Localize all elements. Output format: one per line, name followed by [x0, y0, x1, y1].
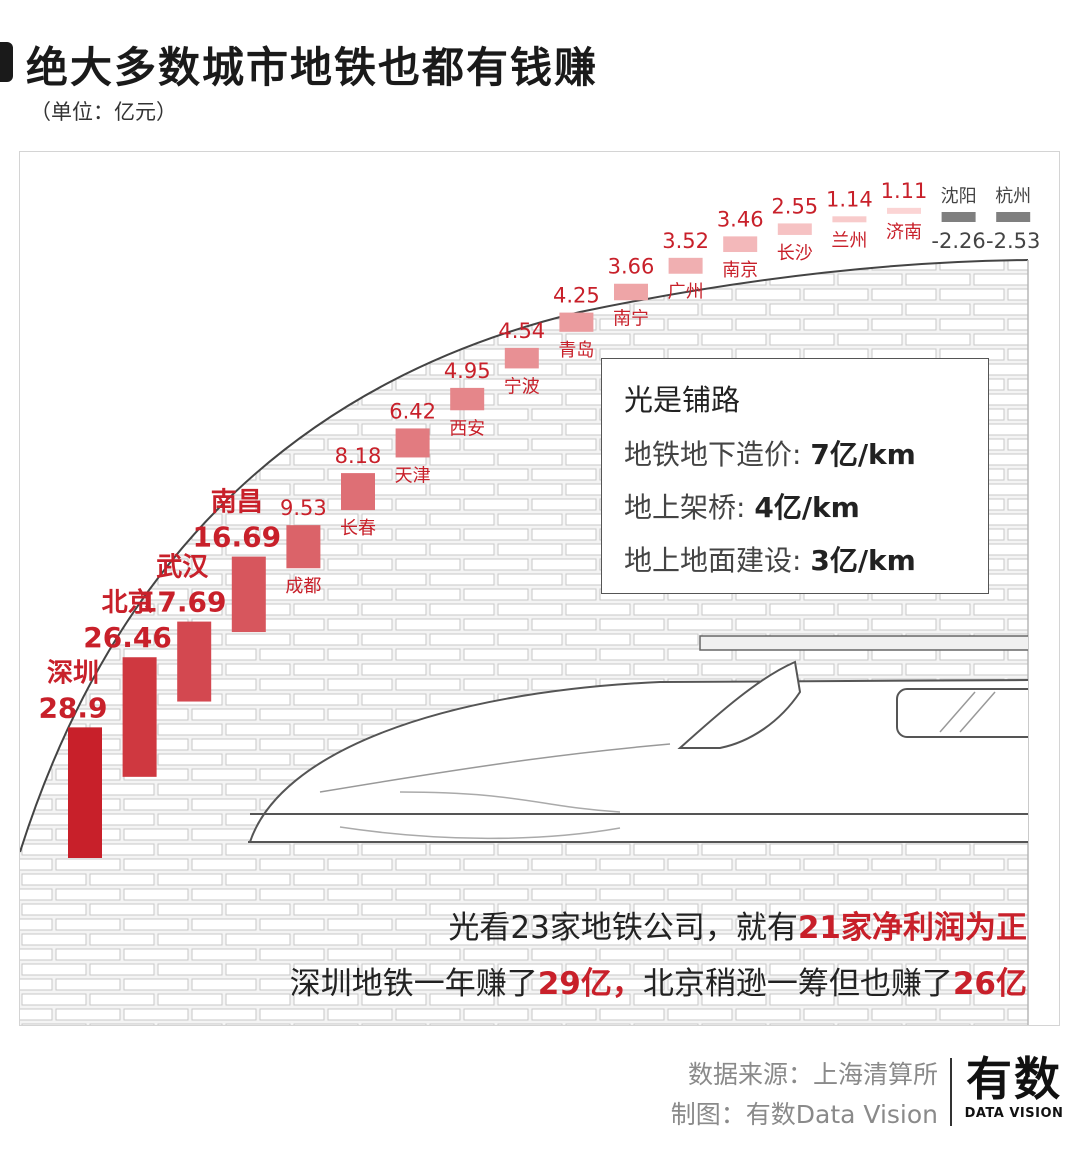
category-label: 成都: [285, 576, 321, 597]
category-label: 青岛: [558, 340, 594, 361]
chart-panel: 深圳 28.9 北京 26.46 武汉 17.69 南昌 16.69 9.53 成都 8.18 长春 6…: [19, 151, 1060, 1026]
bar-兰州: [832, 216, 867, 223]
value-label: 4.54: [498, 319, 545, 343]
category-label: 天津: [395, 465, 431, 486]
category-label: 沈阳: [941, 186, 977, 207]
bar-成都: [286, 525, 321, 569]
chart-credit: 制图：有数Data Vision: [670, 1100, 938, 1129]
category-label: 济南: [886, 222, 922, 243]
value-label: 16.69: [193, 521, 282, 554]
category-label: 杭州: [995, 186, 1031, 207]
info-row-elevated: 地上架桥: 4亿/km: [624, 491, 860, 524]
value-label: 4.95: [444, 359, 491, 383]
category-label: 北京: [102, 587, 154, 618]
bar-济南: [887, 207, 921, 214]
bar-广州: [668, 257, 703, 274]
bar-宁波: [504, 347, 539, 369]
bar-西安: [450, 387, 485, 411]
value-label: -2.26: [931, 229, 985, 253]
category-label: 深圳: [47, 658, 99, 688]
bar-南京: [723, 236, 758, 253]
bar-武汉: [177, 621, 212, 702]
data-source: 数据来源：上海清算所: [687, 1060, 938, 1089]
bar-长沙: [777, 223, 812, 235]
category-label: 南宁: [613, 308, 649, 329]
brand-divider: [950, 1058, 952, 1126]
value-label: 1.11: [881, 179, 928, 203]
value-label: 4.25: [553, 284, 600, 308]
bar-青岛: [559, 312, 594, 332]
brand-main: 有数: [966, 1052, 1062, 1106]
footer-credits: 数据来源：上海清算所 制图：有数Data Vision: [671, 1055, 938, 1135]
info-box-title: 光是铺路: [624, 383, 741, 417]
info-row-underground: 地铁地下造价: 7亿/km: [624, 438, 916, 471]
category-label: 武汉: [156, 553, 209, 583]
category-label: 长春: [340, 518, 376, 539]
value-label: 2.55: [771, 194, 818, 218]
bar-北京: [122, 657, 157, 777]
page-title: 绝大多数城市地铁也都有钱赚: [26, 43, 599, 92]
caption-line-1: 光看23家地铁公司，就有21家净利润为正: [448, 910, 1027, 946]
caption-line-2: 深圳地铁一年赚了29亿，北京稍逊一筹但也赚了26亿: [289, 966, 1027, 1002]
value-label: 1.14: [826, 187, 873, 211]
category-label: 兰州: [831, 230, 867, 251]
value-label: -2.53: [986, 229, 1040, 253]
value-label: 9.53: [280, 496, 327, 520]
bar-沈阳: [941, 212, 976, 222]
title-marker: [0, 42, 13, 82]
category-label: 长沙: [777, 243, 813, 264]
brand-logo: 有数 DATA VISION: [962, 1052, 1066, 1121]
value-label: 28.9: [38, 691, 107, 724]
value-label: 17.69: [138, 586, 227, 619]
cost-info-box: 光是铺路 地铁地下造价: 7亿/km 地上架桥: 4亿/km 地上地面建设: 3…: [601, 358, 989, 594]
bar-杭州: [996, 212, 1031, 222]
category-label: 西安: [449, 418, 485, 439]
category-label: 宁波: [504, 376, 540, 397]
category-label: 广州: [668, 282, 704, 303]
brand-sub: DATA VISION: [964, 1106, 1064, 1121]
category-label: 南昌: [211, 488, 263, 518]
value-label: 3.46: [717, 207, 764, 231]
bar-天津: [395, 428, 430, 458]
value-label: 3.66: [608, 255, 655, 279]
value-label: 3.52: [662, 229, 709, 253]
value-label: 6.42: [389, 399, 436, 423]
bar-南宁: [614, 283, 648, 301]
bar-南昌: [231, 556, 266, 633]
value-label: 8.18: [335, 444, 382, 468]
bar-长春: [341, 473, 375, 511]
bar-深圳: [68, 727, 102, 858]
unit-label: （单位：亿元）: [30, 100, 177, 124]
value-label: 26.46: [83, 621, 172, 654]
category-label: 南京: [722, 260, 758, 281]
info-row-ground: 地上地面建设: 3亿/km: [624, 544, 916, 577]
